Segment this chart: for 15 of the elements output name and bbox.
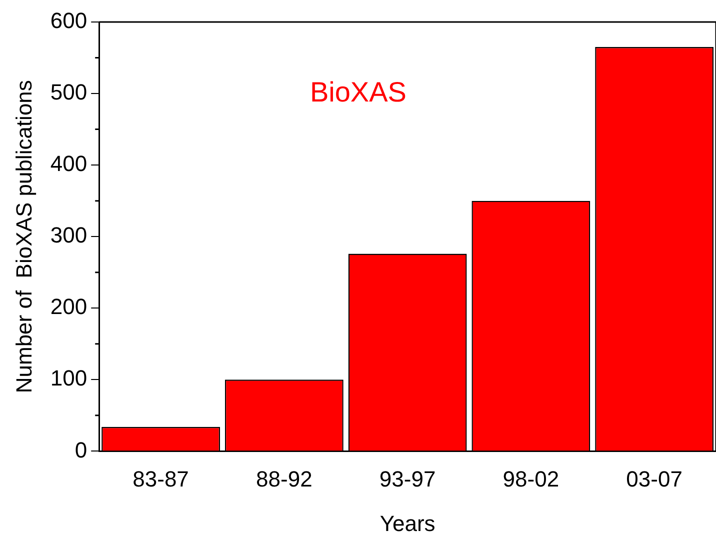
x-tick-label: 88-92 xyxy=(256,466,312,492)
y-tick-label: 600 xyxy=(50,8,88,34)
y-tick-label: 500 xyxy=(50,80,88,105)
y-tick-label: 300 xyxy=(50,222,88,248)
y-tick-label: 200 xyxy=(50,294,88,320)
y-tick-label: 400 xyxy=(50,151,88,176)
y-tick-label: 0 xyxy=(74,437,88,462)
x-axis-title: Years xyxy=(380,510,436,536)
y-tick-label: 100 xyxy=(50,366,88,391)
x-tick-label: 83-87 xyxy=(132,466,189,492)
x-tick-label: 98-02 xyxy=(502,466,560,492)
y-axis-title: Number of BioXAS publications xyxy=(11,80,36,394)
annotation: BioXAS xyxy=(310,76,406,108)
x-tick-label: 03-07 xyxy=(626,466,682,492)
x-tick-label: 93-97 xyxy=(379,466,436,492)
